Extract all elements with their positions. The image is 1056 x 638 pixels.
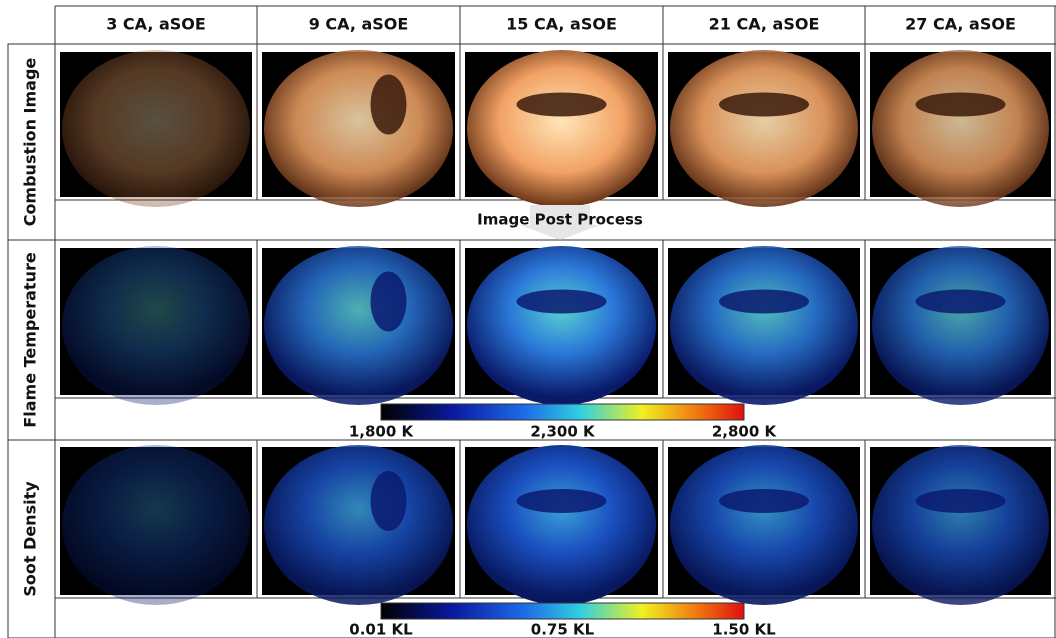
image-flame [670, 246, 858, 405]
colorbar: 1,800 K 2,300 K 2,800 K [349, 404, 778, 441]
image-flame [872, 50, 1049, 207]
colorbar-label: 0.01 KL [349, 621, 413, 638]
image-dark-region [371, 272, 407, 332]
image-dark-region [371, 75, 407, 135]
image-flame [264, 50, 453, 207]
colorbar-label: 2,800 K [712, 423, 778, 441]
image-dark-region [719, 489, 809, 513]
colorbar-gradient [381, 404, 744, 420]
image-flame [62, 246, 250, 405]
page: 3 CA, aSOE 9 CA, aSOE 15 CA, aSOE 21 CA, aS… [0, 0, 1056, 638]
image-flame [872, 246, 1049, 405]
image-dark-region [371, 471, 407, 531]
column-header: 21 CA, aSOE [709, 15, 820, 34]
colorbar: 0.01 KL 0.75 KL 1.50 KL [349, 603, 776, 638]
row-label: Soot Density [21, 481, 40, 597]
colorbar-label: 2,300 K [530, 423, 596, 441]
image-flame [264, 246, 453, 405]
colorbar-label: 1.50 KL [712, 621, 776, 638]
image-flame [62, 50, 250, 207]
image-dark-region [517, 290, 607, 314]
image-dark-region [517, 489, 607, 513]
image-dark-region [517, 93, 607, 117]
column-header: 27 CA, aSOE [905, 15, 1016, 34]
column-header: 9 CA, aSOE [309, 15, 409, 34]
image-flame [62, 445, 250, 605]
image-dark-region [719, 93, 809, 117]
image-flame [670, 50, 858, 207]
column-header: 15 CA, aSOE [506, 15, 617, 34]
image-flame [467, 445, 656, 605]
image-dark-region [916, 489, 1006, 513]
figure: 3 CA, aSOE 9 CA, aSOE 15 CA, aSOE 21 CA, aS… [0, 0, 1056, 638]
image-dark-region [916, 290, 1006, 314]
row-label: Flame Temperature [21, 252, 40, 428]
image-flame [467, 246, 656, 405]
column-header: 3 CA, aSOE [106, 15, 206, 34]
process-label: Image Post Process [477, 211, 643, 229]
colorbar-label: 1,800 K [349, 423, 415, 441]
image-flame [467, 50, 656, 207]
colorbar-gradient [381, 603, 744, 619]
image-dark-region [719, 290, 809, 314]
image-dark-region [916, 93, 1006, 117]
colorbar-label: 0.75 KL [531, 621, 595, 638]
image-flame [264, 445, 453, 605]
image-flame [872, 445, 1049, 605]
row-label: Combustion Image [21, 58, 40, 227]
image-flame [670, 445, 858, 605]
